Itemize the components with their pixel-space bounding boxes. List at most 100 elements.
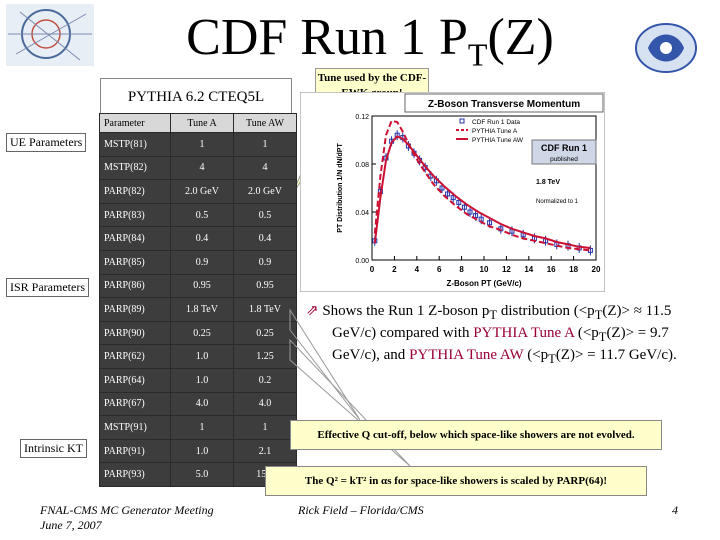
footer-author: Rick Field – Florida/CMS — [298, 503, 424, 517]
table-cell: 0.25 — [233, 320, 297, 346]
table-row: MSTP(82) 4 4 — [99, 155, 297, 181]
table-cell: 1.8 TeV — [233, 297, 297, 322]
series-line — [373, 135, 591, 249]
x-tick-label: 6 — [437, 265, 442, 274]
table-row: PARP(86) 0.95 0.95 — [99, 273, 297, 299]
x-tick-label: 8 — [459, 265, 464, 274]
table-header-cell: Tune AW — [233, 113, 297, 133]
annotation-box — [531, 139, 597, 165]
table-cell: 0.25 — [170, 320, 234, 346]
page-title: CDF Run 1 PT(Z) — [186, 9, 554, 73]
ue-parameters-label: UE Parameters — [6, 133, 87, 152]
table-row: PARP(91) 1.0 2.1 — [99, 438, 297, 464]
cms-logo — [6, 4, 94, 66]
table-cell: 0.5 — [170, 202, 234, 228]
table-cell: 0.4 — [233, 226, 297, 251]
callout-lines — [289, 308, 411, 467]
table-cell: PARP(90) — [99, 320, 171, 346]
table-cell: 0.95 — [170, 273, 234, 299]
data-point — [439, 185, 445, 191]
table-row: PARP(84) 0.4 0.4 — [99, 226, 297, 251]
table-cell: MSTP(81) — [99, 132, 171, 157]
x-tick-label: 10 — [480, 265, 489, 274]
table-cell: 0.9 — [170, 249, 234, 275]
x-tick-label: 4 — [415, 265, 420, 274]
table-row: PARP(90) 0.25 0.25 — [99, 320, 297, 346]
description-text: ⇗ Shows the Run 1 Z-boson pT distributio… — [306, 303, 677, 366]
table-cell: PARP(82) — [99, 179, 171, 204]
isr-parameters-label: ISR Parameters — [6, 278, 89, 297]
table-cell: 4 — [170, 155, 234, 181]
table-cell: 0.4 — [170, 226, 234, 251]
x-tick-label: 2 — [392, 265, 397, 274]
y-tick-label: 0.00 — [355, 258, 369, 265]
table-header-row: Parameter Tune A Tune AW — [99, 113, 297, 133]
table-row: PARP(67) 4.0 4.0 — [99, 391, 297, 417]
table-cell: 4.0 — [233, 391, 297, 417]
table-row: PARP(82) 2.0 GeV 2.0 GeV — [99, 179, 297, 204]
x-tick-label: 14 — [524, 265, 533, 274]
data-point — [467, 209, 473, 215]
table-cell: 2.0 GeV — [170, 179, 234, 204]
table-cell: PARP(64) — [99, 367, 171, 393]
x-tick-label: 20 — [592, 265, 601, 274]
table-cell: PARP(86) — [99, 273, 171, 299]
x-axis-label: Z-Boson PT (GeV/c) — [446, 279, 521, 288]
table-header-cell: Parameter — [99, 113, 171, 133]
q2-note: The Q² = kT² in αs for space-like shower… — [265, 466, 647, 496]
legend-label: PYTHIA Tune AW — [472, 137, 524, 144]
chart-title: Z-Boson Transverse Momentum — [428, 99, 580, 110]
annotation-text: published — [550, 156, 578, 163]
annotation-text: CDF Run 1 — [541, 143, 587, 153]
table-cell: PARP(83) — [99, 202, 171, 228]
table-cell: 5.0 — [170, 462, 234, 487]
table-cell: MSTP(91) — [99, 415, 171, 440]
y-tick-label: 0.12 — [355, 114, 369, 121]
table-cell: 2.0 GeV — [233, 179, 297, 204]
intrinsic-kt-label: Intrinsic KT — [20, 439, 87, 458]
table-cell: 1.0 — [170, 344, 234, 369]
table-cell: PARP(93) — [99, 462, 171, 487]
table-cell: 1 — [233, 132, 297, 157]
y-tick-label: 0.04 — [355, 210, 369, 217]
table-cell: 1 — [233, 415, 297, 440]
table-header-cell: Tune A — [170, 113, 234, 133]
data-point — [456, 199, 462, 205]
y-axis-label: PT Distribution 1/N dN/dPT — [337, 143, 344, 233]
series-line — [373, 119, 591, 252]
legend-label: CDF Run 1 Data — [472, 119, 520, 126]
table-row: PARP(89) 1.8 TeV 1.8 TeV — [99, 297, 297, 322]
y-tick-label: 0.08 — [355, 162, 369, 169]
legend-marker — [459, 118, 465, 124]
pt-distribution-chart: Z-Boson Transverse Momentum 0 2 4 6 8 10 12 14 16… — [299, 91, 606, 293]
footer-page-number: 4 — [672, 503, 678, 517]
table-cell: 4 — [233, 155, 297, 181]
table-cell: PARP(85) — [99, 249, 171, 275]
table-cell: PARP(91) — [99, 438, 171, 464]
x-tick-label: 12 — [502, 265, 511, 274]
table-row: PARP(62) 1.0 1.25 — [99, 344, 297, 369]
table-cell: 1.0 — [170, 367, 234, 393]
pythia-version-label: PYTHIA 6.2 CTEQ5L — [100, 78, 292, 116]
chart-background — [299, 91, 606, 293]
x-tick-label: 18 — [569, 265, 578, 274]
table-cell: 1 — [170, 132, 234, 157]
data-point — [473, 213, 479, 219]
table-row: PARP(85) 0.9 0.9 — [99, 249, 297, 275]
table-cell: 0.5 — [233, 202, 297, 228]
table-cell: MSTP(82) — [99, 155, 171, 181]
x-tick-label: 16 — [547, 265, 556, 274]
legend-label: PYTHIA Tune A — [472, 128, 518, 135]
parameter-table: Parameter Tune A Tune AW MSTP(81) 1 1 MSTP(… — [99, 113, 297, 487]
annotation-text: 1.8 TeV — [536, 179, 560, 186]
table-cell: 2.1 — [233, 438, 297, 464]
table-row: PARP(64) 1.0 0.2 — [99, 367, 297, 393]
table-cell: 0.95 — [233, 273, 297, 299]
table-cell: 1.25 — [233, 344, 297, 369]
annotation-text: Normalized to 1 — [536, 199, 579, 205]
table-cell: 1.8 TeV — [170, 297, 234, 322]
footer-meeting: FNAL-CMS MC Generator Meeting June 7, 20… — [40, 503, 214, 532]
table-cell: PARP(84) — [99, 226, 171, 251]
table-cell: PARP(62) — [99, 344, 171, 369]
table-row: MSTP(91) 1 1 — [99, 415, 297, 440]
